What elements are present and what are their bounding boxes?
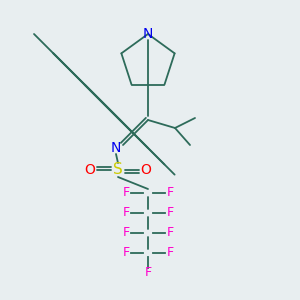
Text: F: F [122,206,130,220]
Text: F: F [167,226,174,239]
Text: F: F [167,187,174,200]
Text: F: F [122,187,130,200]
Text: O: O [141,163,152,177]
Text: F: F [167,206,174,220]
Text: N: N [143,27,153,41]
Text: F: F [122,247,130,260]
Text: F: F [144,266,152,278]
Text: S: S [113,163,123,178]
Text: N: N [111,141,121,155]
Text: F: F [122,226,130,239]
Text: F: F [167,247,174,260]
Text: O: O [85,163,95,177]
